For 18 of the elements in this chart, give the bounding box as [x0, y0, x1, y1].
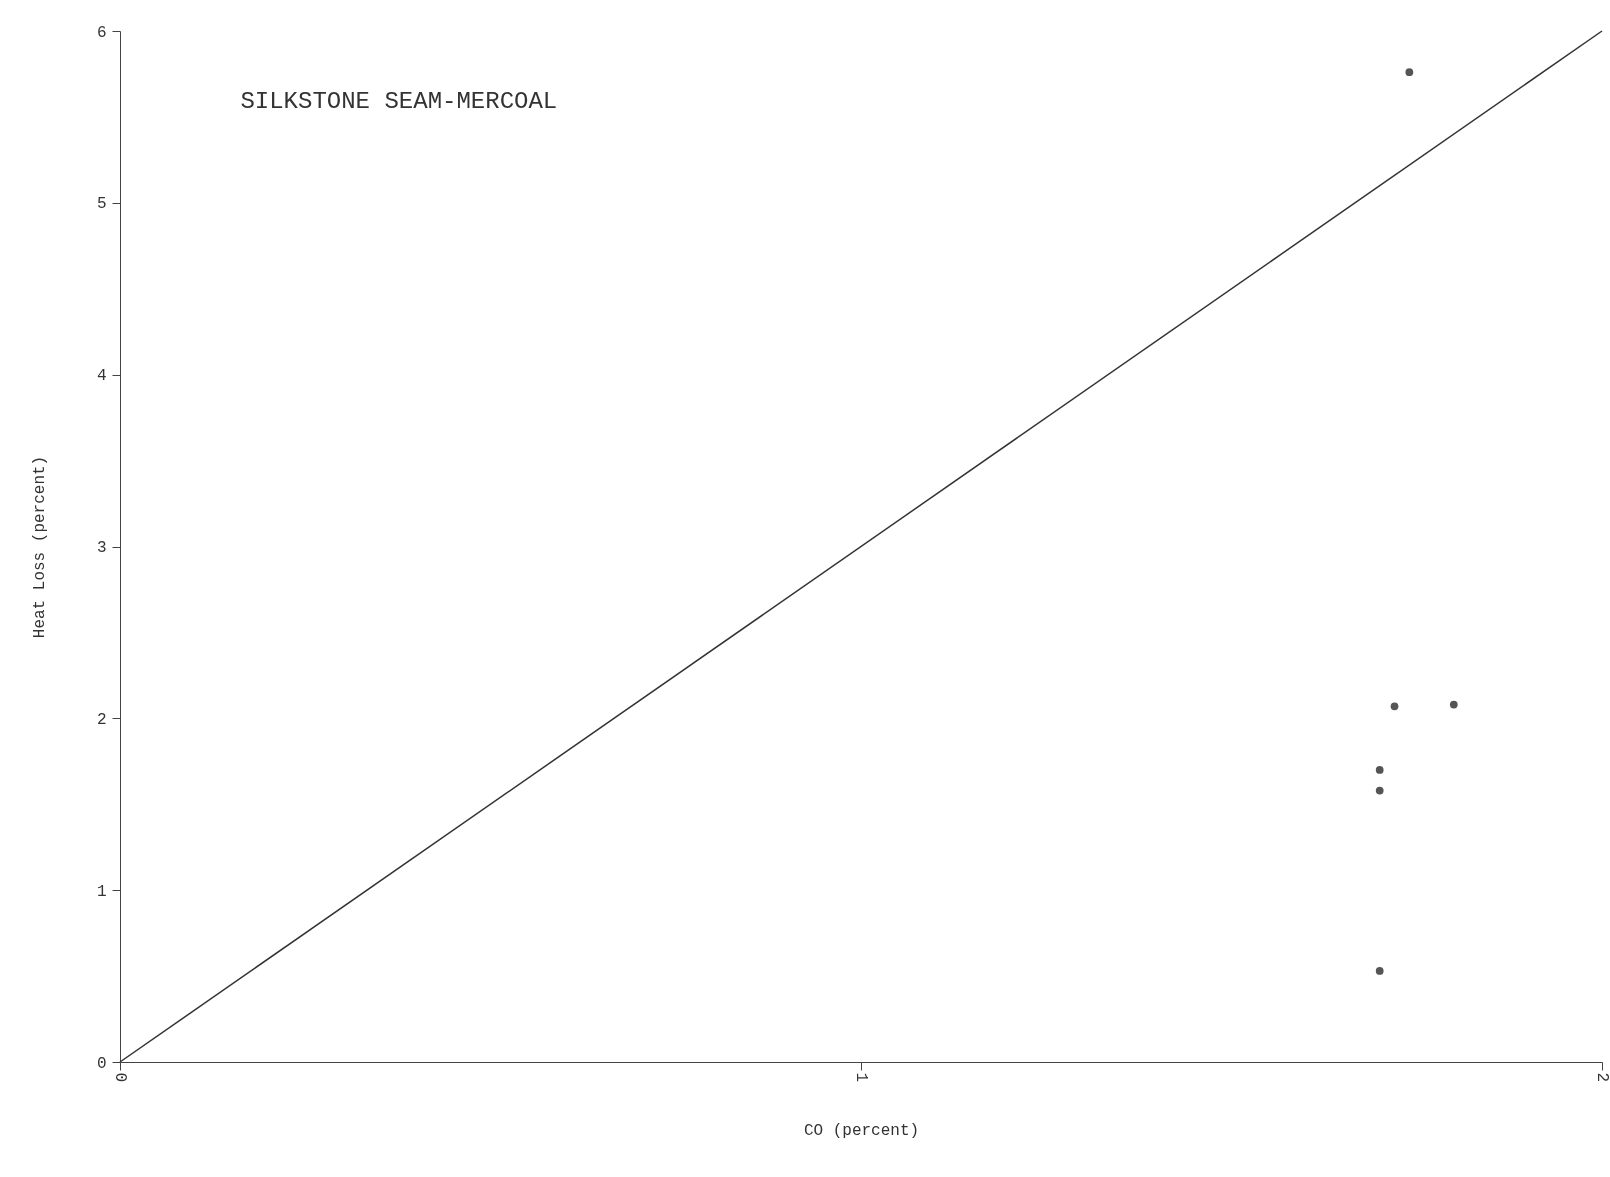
x-tick-label: 2	[1592, 1072, 1610, 1083]
text: SILKSTONE SEAM-MERCOAL	[240, 88, 558, 115]
y-tick-label: 3	[96, 539, 107, 557]
y-tick-label: 6	[96, 23, 107, 42]
point	[1390, 702, 1399, 711]
y-tick-label: 1	[96, 882, 107, 901]
point	[1405, 68, 1414, 77]
y-tick-label: 5	[96, 195, 107, 214]
y-tick-label: 2	[96, 710, 107, 729]
y-axis-title: Heat Loss (percent)	[30, 455, 49, 639]
point	[1375, 967, 1384, 975]
point	[1375, 766, 1384, 774]
x-tick-label: 1	[851, 1072, 870, 1083]
x-axis-title: CO (percent)	[803, 1122, 920, 1141]
point	[1375, 786, 1384, 795]
y-tick-label: 4	[96, 367, 107, 386]
point	[1449, 700, 1458, 709]
x-tick-label: 0	[110, 1072, 129, 1083]
